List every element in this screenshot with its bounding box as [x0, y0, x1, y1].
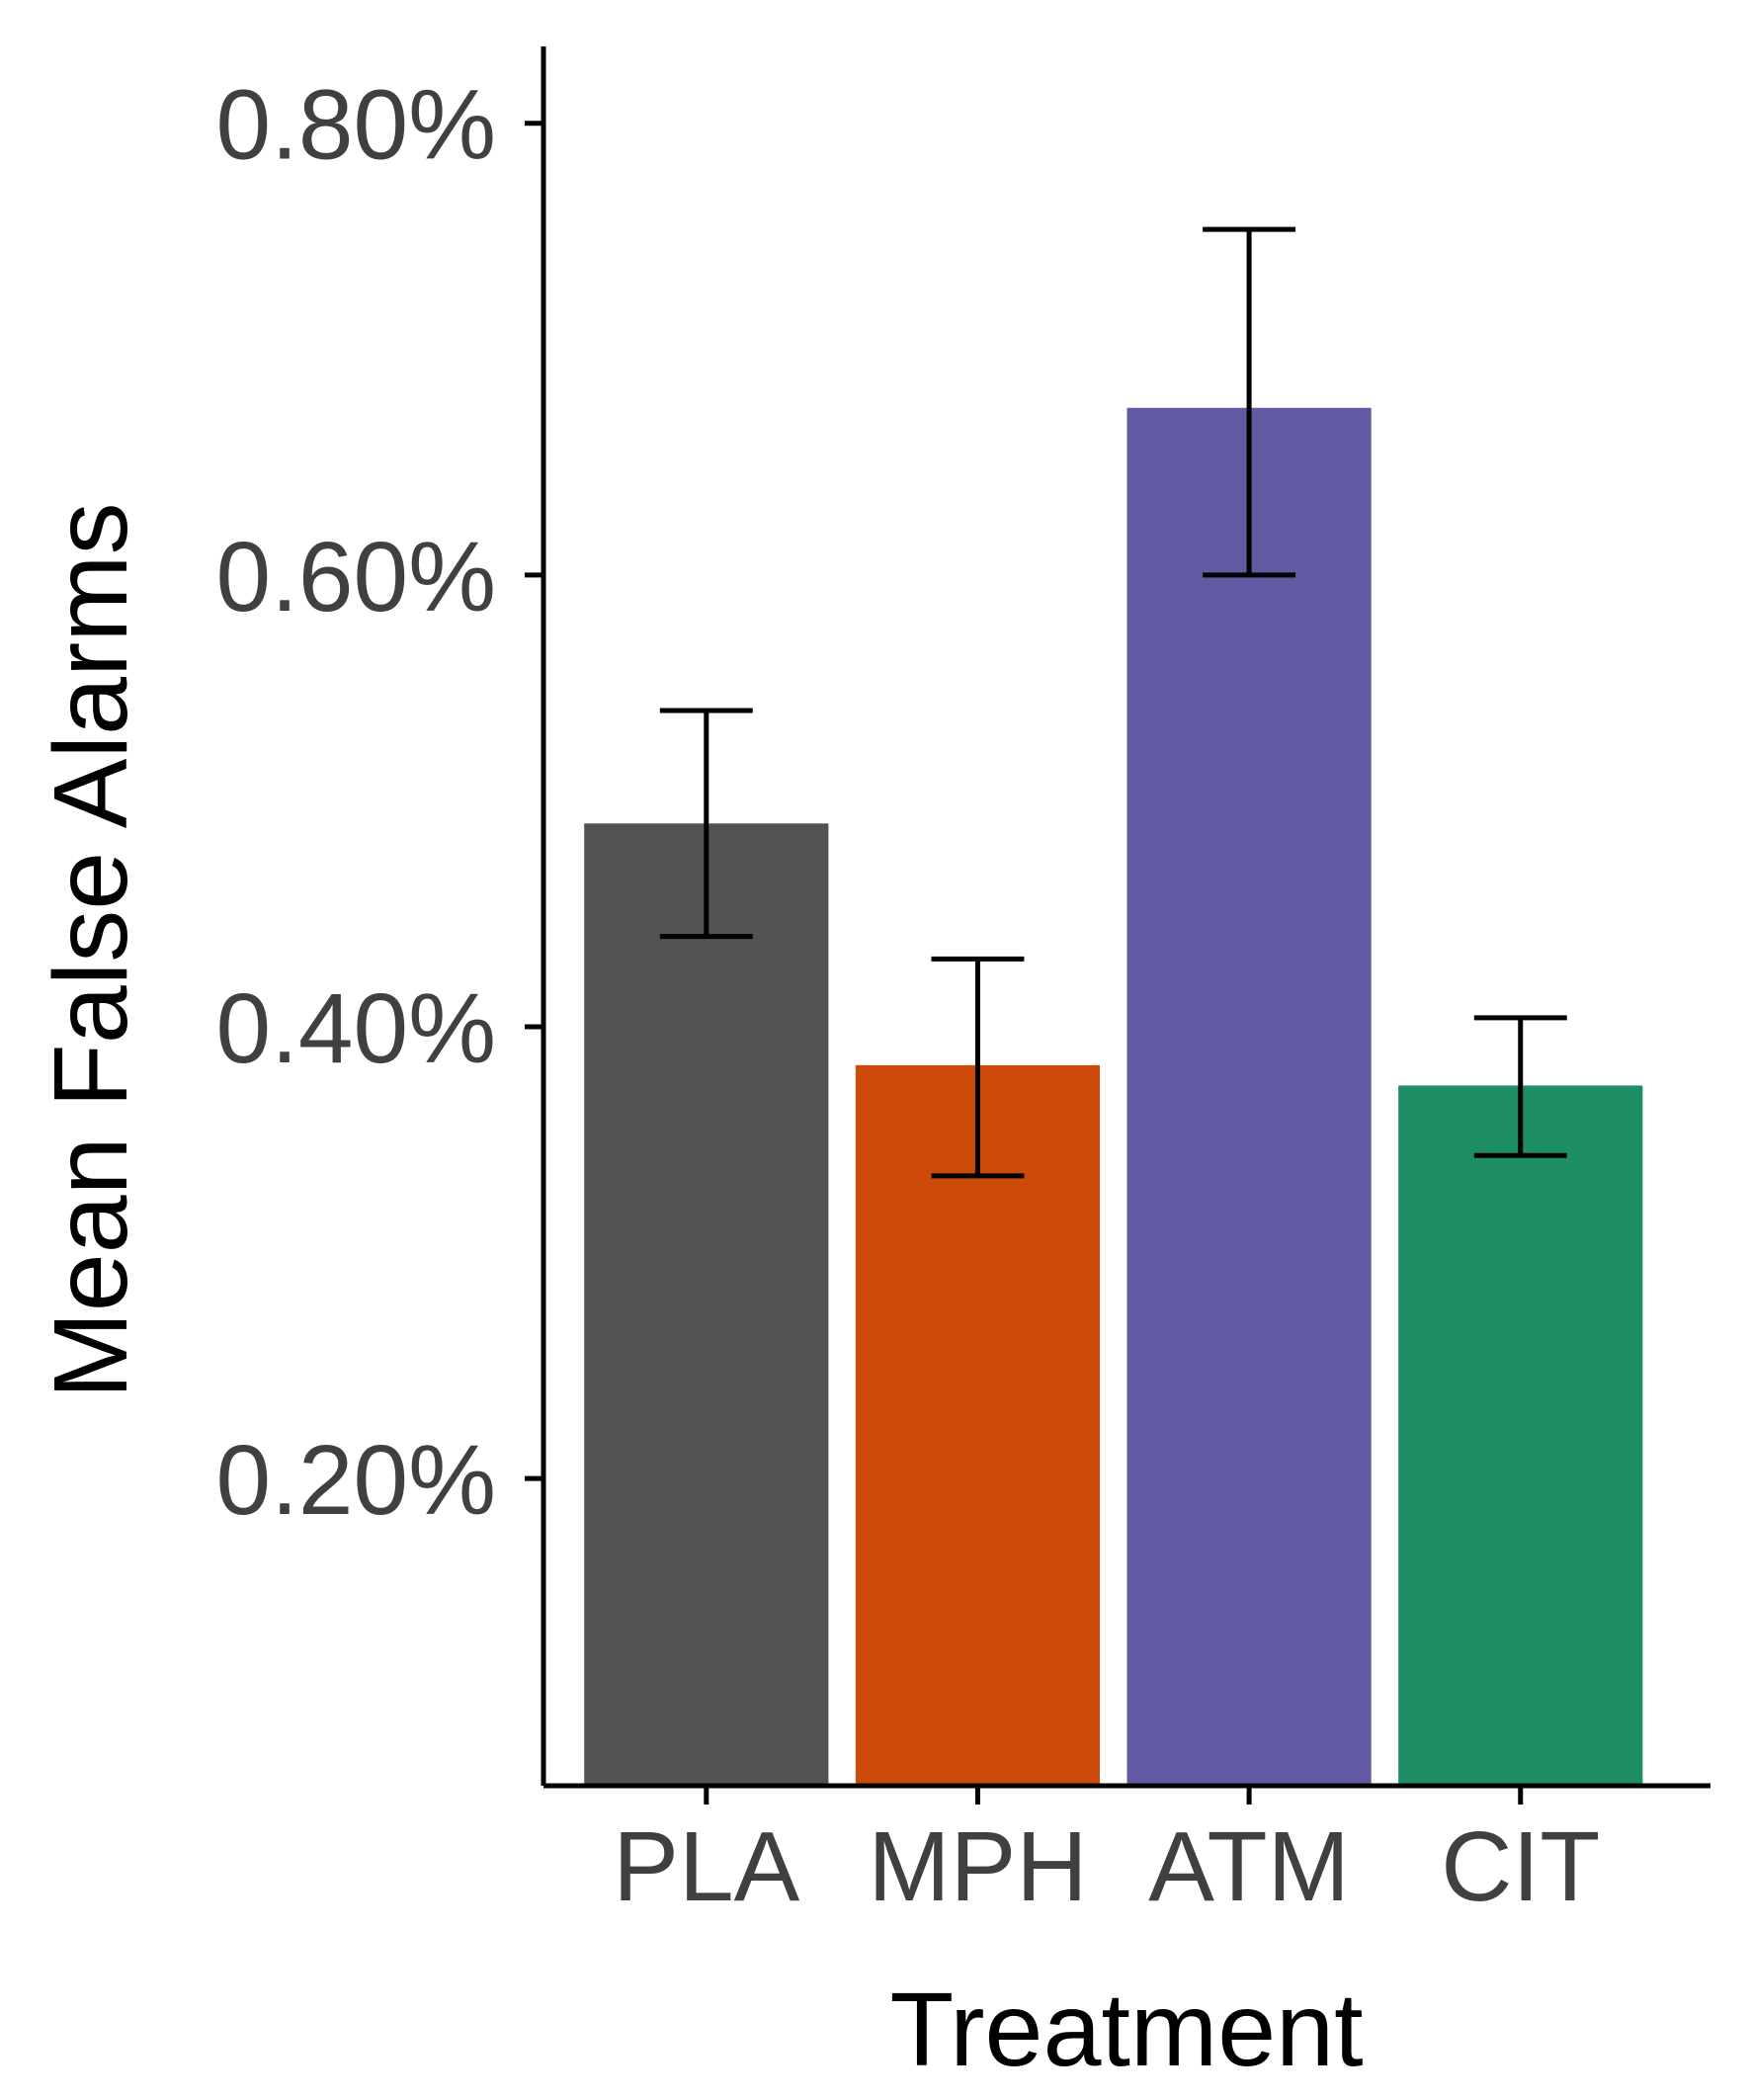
- x-axis-title: Treatment: [889, 1972, 1363, 2088]
- y-axis-title: Mean False Alarms: [33, 502, 149, 1398]
- x-tick-label: MPH: [868, 1811, 1087, 1922]
- error-bar-cit: [1473, 1015, 1567, 1158]
- x-ticks-layer: PLA MPH ATM CIT: [613, 1786, 1600, 1922]
- x-tick-label: PLA: [613, 1811, 799, 1922]
- x-tick-label: ATM: [1148, 1811, 1350, 1922]
- error-bar-pla: [659, 708, 753, 940]
- error-bar-mph: [931, 956, 1025, 1179]
- y-tick-label: 0.20%: [215, 1425, 496, 1536]
- y-tick-label: 0.80%: [215, 70, 496, 181]
- y-tick-label: 0.40%: [215, 973, 496, 1084]
- error-bar-atm: [1203, 226, 1296, 578]
- error-bars-layer: [659, 226, 1567, 1179]
- bar-mph: [855, 1064, 1101, 1786]
- bar-cit: [1398, 1085, 1643, 1786]
- bar-pla: [584, 823, 829, 1786]
- bar-atm: [1126, 407, 1372, 1786]
- x-tick-label: CIT: [1441, 1811, 1600, 1922]
- axes-layer: [541, 46, 1710, 1789]
- y-ticks-layer: 0.20% 0.40% 0.60% 0.80%: [215, 70, 543, 1536]
- y-tick-label: 0.60%: [215, 522, 496, 632]
- bars-layer: [584, 407, 1643, 1786]
